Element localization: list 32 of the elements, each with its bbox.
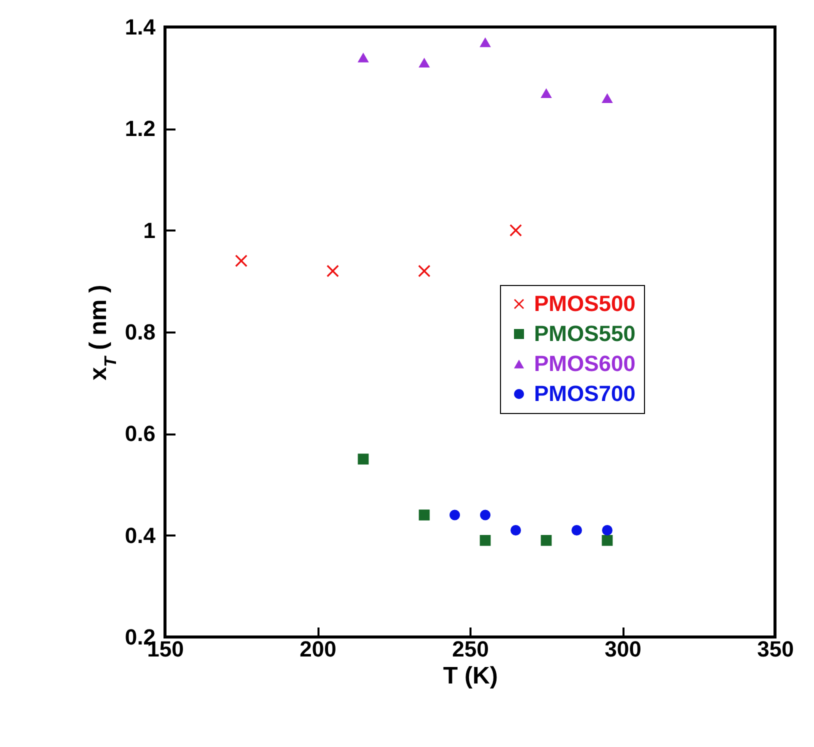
point: [510, 224, 522, 236]
x-tick-label: 200: [300, 636, 336, 662]
point: [572, 525, 582, 536]
x-tick-label: 250: [452, 636, 489, 662]
legend-label: PMOS550: [534, 321, 636, 346]
x-tick-label: 300: [604, 636, 642, 662]
y-tick-label: 0.6: [124, 421, 156, 446]
point: [510, 525, 521, 536]
legend-label: PMOS700: [534, 381, 636, 406]
point: [450, 510, 460, 520]
point: [235, 254, 248, 267]
point: [540, 88, 552, 98]
y-tick-label: 1.2: [124, 116, 156, 142]
y-tick-label: 0.8: [124, 320, 156, 344]
y-tick-label: 0.4: [124, 522, 156, 548]
point: [602, 534, 613, 546]
point: [480, 510, 490, 520]
legend-label: PMOS500: [534, 291, 636, 316]
point: [358, 454, 369, 465]
point: [418, 58, 430, 68]
point: [602, 525, 612, 536]
legend-label: PMOS600: [534, 351, 636, 376]
y-tick-label: 1: [143, 218, 156, 243]
point: [418, 510, 430, 520]
point: [540, 534, 552, 546]
point: [358, 52, 369, 62]
y-tick-label: 1.4: [124, 14, 156, 40]
point: [602, 93, 613, 104]
x-tick-label: 350: [757, 636, 794, 662]
point: [480, 534, 491, 546]
x-axis-title: T (K): [443, 662, 498, 690]
point: [480, 37, 491, 48]
